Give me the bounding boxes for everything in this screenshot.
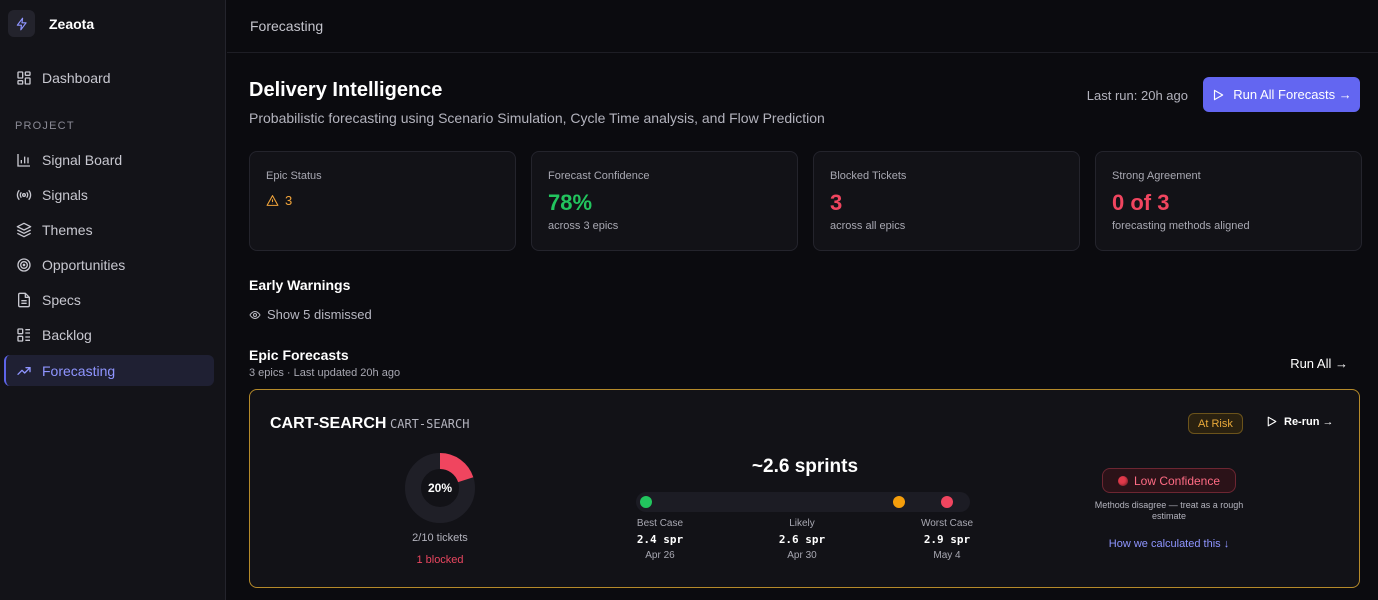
kanban-icon xyxy=(17,327,30,342)
sidebar-item-signal-board[interactable]: Signal Board xyxy=(4,144,214,175)
epic-card: CART-SEARCH CART-SEARCH At Risk Re-run →… xyxy=(249,389,1360,588)
layers-icon xyxy=(16,222,32,237)
blocked-count: 1 blocked xyxy=(416,554,464,566)
stat-sub: across 3 epics xyxy=(548,220,619,232)
top-bar: Forecasting xyxy=(227,0,1378,53)
scenario-worst-case: Worst Case 2.9 spr May 4 xyxy=(907,518,987,561)
stat-card-blocked-tickets: Blocked Tickets 3 across all epics xyxy=(813,151,1080,251)
status-badge: At Risk xyxy=(1188,413,1243,434)
page-subtitle: Probabilistic forecasting using Scenario… xyxy=(249,110,825,126)
scenario-date: Apr 30 xyxy=(787,550,817,561)
confidence-note: Methods disagree — treat as a rough esti… xyxy=(1094,500,1244,521)
rerun-button[interactable]: Re-run → xyxy=(1265,415,1334,428)
breadcrumb: Forecasting xyxy=(250,18,324,34)
last-run-text: Last run: 20h ago xyxy=(1086,88,1188,103)
sidebar-item-themes[interactable]: Themes xyxy=(4,214,214,245)
sidebar-item-label: Signal Board xyxy=(42,151,123,168)
play-icon xyxy=(1267,416,1277,427)
sidebar-item-label: Backlog xyxy=(42,326,92,343)
stat-sub: across all epics xyxy=(830,220,906,232)
show-dismissed-toggle[interactable]: Show 5 dismissed xyxy=(249,307,372,322)
sidebar-item-label: Themes xyxy=(42,221,93,238)
stat-value: 78% xyxy=(548,190,593,215)
scenario-range-track xyxy=(636,492,970,512)
sidebar-item-opportunities[interactable]: Opportunities xyxy=(4,249,214,280)
epic-status-warning: 3 xyxy=(266,193,499,208)
sidebar-item-forecasting[interactable]: Forecasting xyxy=(4,355,214,386)
sidebar-item-label: Opportunities xyxy=(42,256,126,273)
epic-forecasts-meta: 3 epics · Last updated 20h ago xyxy=(249,367,401,379)
sidebar-item-specs[interactable]: Specs xyxy=(4,284,214,315)
scenario-value: 2.6 spr xyxy=(778,533,826,546)
scenario-name: Worst Case xyxy=(920,518,974,529)
sidebar-item-label: Dashboard xyxy=(42,69,111,86)
play-icon xyxy=(1214,89,1224,100)
sidebar-item-backlog[interactable]: Backlog xyxy=(4,319,214,350)
tickets-count: 2/10 tickets xyxy=(412,532,468,544)
trending-up-icon xyxy=(17,366,31,375)
brand[interactable]: Zeaota xyxy=(8,10,94,37)
stat-value: 3 xyxy=(830,190,843,215)
run-all-link[interactable]: Run All → xyxy=(1290,356,1348,371)
likely-marker xyxy=(893,496,905,508)
epic-name: CART-SEARCH xyxy=(270,415,387,432)
sidebar-item-signals[interactable]: Signals xyxy=(4,179,214,210)
stat-label: Blocked Tickets xyxy=(830,170,907,182)
sidebar-item-dashboard[interactable]: Dashboard xyxy=(4,62,214,93)
app-name: Zeaota xyxy=(49,15,95,32)
stat-card-epic-status: Epic Status 3 xyxy=(249,151,516,251)
stat-sub: forecasting methods aligned xyxy=(1112,220,1250,232)
sidebar-item-label: Signals xyxy=(42,186,88,203)
donut-progress-arc xyxy=(405,453,475,523)
run-all-forecasts-button[interactable]: Run All Forecasts → xyxy=(1203,77,1360,112)
sidebar: Zeaota Dashboard PROJECT Signal Board Si… xyxy=(0,0,226,600)
confidence-badge: Low Confidence xyxy=(1102,468,1236,493)
early-warnings-title: Early Warnings xyxy=(249,277,351,293)
document-icon xyxy=(18,292,30,307)
epic-key: CART-SEARCH xyxy=(390,417,470,431)
red-dot-icon xyxy=(1117,475,1128,486)
stat-card-strong-agreement: Strong Agreement 0 of 3 forecasting meth… xyxy=(1095,151,1362,251)
show-dismissed-label: Show 5 dismissed xyxy=(267,307,372,322)
lightning-logo-icon xyxy=(8,10,35,37)
main-content: Delivery Intelligence Probabilistic fore… xyxy=(249,53,1362,600)
run-all-forecasts-label: Run All Forecasts → xyxy=(1233,87,1352,102)
scenario-name: Likely xyxy=(789,518,815,529)
scenario-date: May 4 xyxy=(933,550,961,561)
stat-value: 0 of 3 xyxy=(1112,190,1170,215)
scenario-best-case: Best Case 2.4 spr Apr 26 xyxy=(620,518,700,561)
scenario-likely: Likely 2.6 spr Apr 30 xyxy=(762,518,842,561)
stat-value: 3 xyxy=(285,193,293,208)
dashboard-icon xyxy=(17,70,31,85)
epic-forecasts-title: Epic Forecasts xyxy=(249,347,349,363)
rerun-label: Re-run → xyxy=(1284,415,1334,428)
worst-case-marker xyxy=(941,496,953,508)
how-calculated-link[interactable]: How we calculated this ↓ xyxy=(1108,538,1230,550)
progress-donut: 20% xyxy=(404,452,476,524)
stat-label: Forecast Confidence xyxy=(548,170,650,182)
sprint-estimate: ~2.6 sprints xyxy=(751,456,859,477)
stat-label: Epic Status xyxy=(266,170,322,182)
target-icon xyxy=(17,257,31,272)
scenario-name: Best Case xyxy=(636,518,684,529)
confidence-label: Low Confidence xyxy=(1133,473,1221,488)
scenario-value: 2.4 spr xyxy=(636,533,684,546)
progress-percent: 20% xyxy=(427,481,453,495)
sidebar-item-label: Forecasting xyxy=(42,362,116,379)
scenario-value: 2.9 spr xyxy=(923,533,971,546)
best-case-marker xyxy=(640,496,652,508)
broadcast-icon xyxy=(16,189,32,200)
scenario-date: Apr 26 xyxy=(645,550,675,561)
page-title: Delivery Intelligence xyxy=(249,79,443,101)
warning-icon xyxy=(266,195,279,206)
bar-chart-icon xyxy=(17,153,30,167)
stat-label: Strong Agreement xyxy=(1112,170,1201,182)
section-label-project: PROJECT xyxy=(15,120,75,132)
stat-card-forecast-confidence: Forecast Confidence 78% across 3 epics xyxy=(531,151,798,251)
sidebar-item-label: Specs xyxy=(42,291,81,308)
eye-icon xyxy=(249,310,261,319)
